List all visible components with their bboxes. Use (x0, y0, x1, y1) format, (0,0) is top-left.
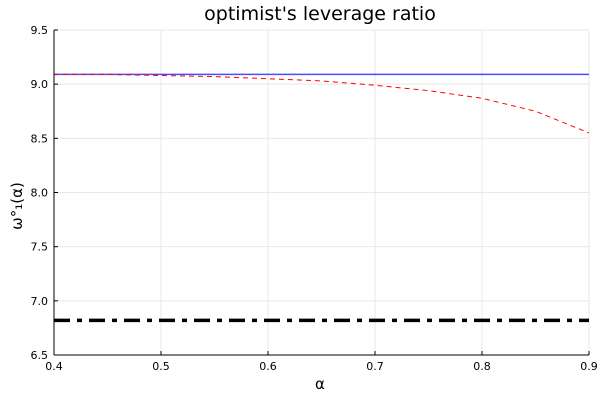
series-group (54, 73, 590, 323)
x-axis-ticks: 0.4 0.5 0.6 0.7 0.8 0.9 (45, 351, 598, 373)
x-axis-label: α (315, 375, 325, 393)
grid (53, 29, 590, 356)
x-tick-label: 0.5 (152, 360, 170, 373)
x-tick-label: 0.6 (259, 360, 277, 373)
series-line-2 (54, 73, 590, 134)
y-tick-label: 6.5 (31, 349, 49, 362)
y-tick-label: 7.0 (31, 295, 49, 308)
x-tick-label: 0.7 (366, 360, 384, 373)
y-tick-label: 9.0 (31, 78, 49, 91)
y-axis-label: ω°₁(α) (8, 182, 26, 230)
y-axis-ticks: 6.5 7.0 7.5 8.0 8.5 9.0 9.5 (31, 24, 58, 362)
y-tick-label: 8.0 (31, 187, 49, 200)
y-tick-label: 8.5 (31, 132, 49, 145)
x-tick-label: 0.8 (473, 360, 491, 373)
chart-title: optimist's leverage ratio (204, 3, 436, 25)
y-tick-label: 9.5 (31, 24, 49, 37)
x-tick-label: 0.4 (45, 360, 63, 373)
x-tick-label: 0.9 (580, 360, 598, 373)
y-tick-label: 7.5 (31, 241, 49, 254)
